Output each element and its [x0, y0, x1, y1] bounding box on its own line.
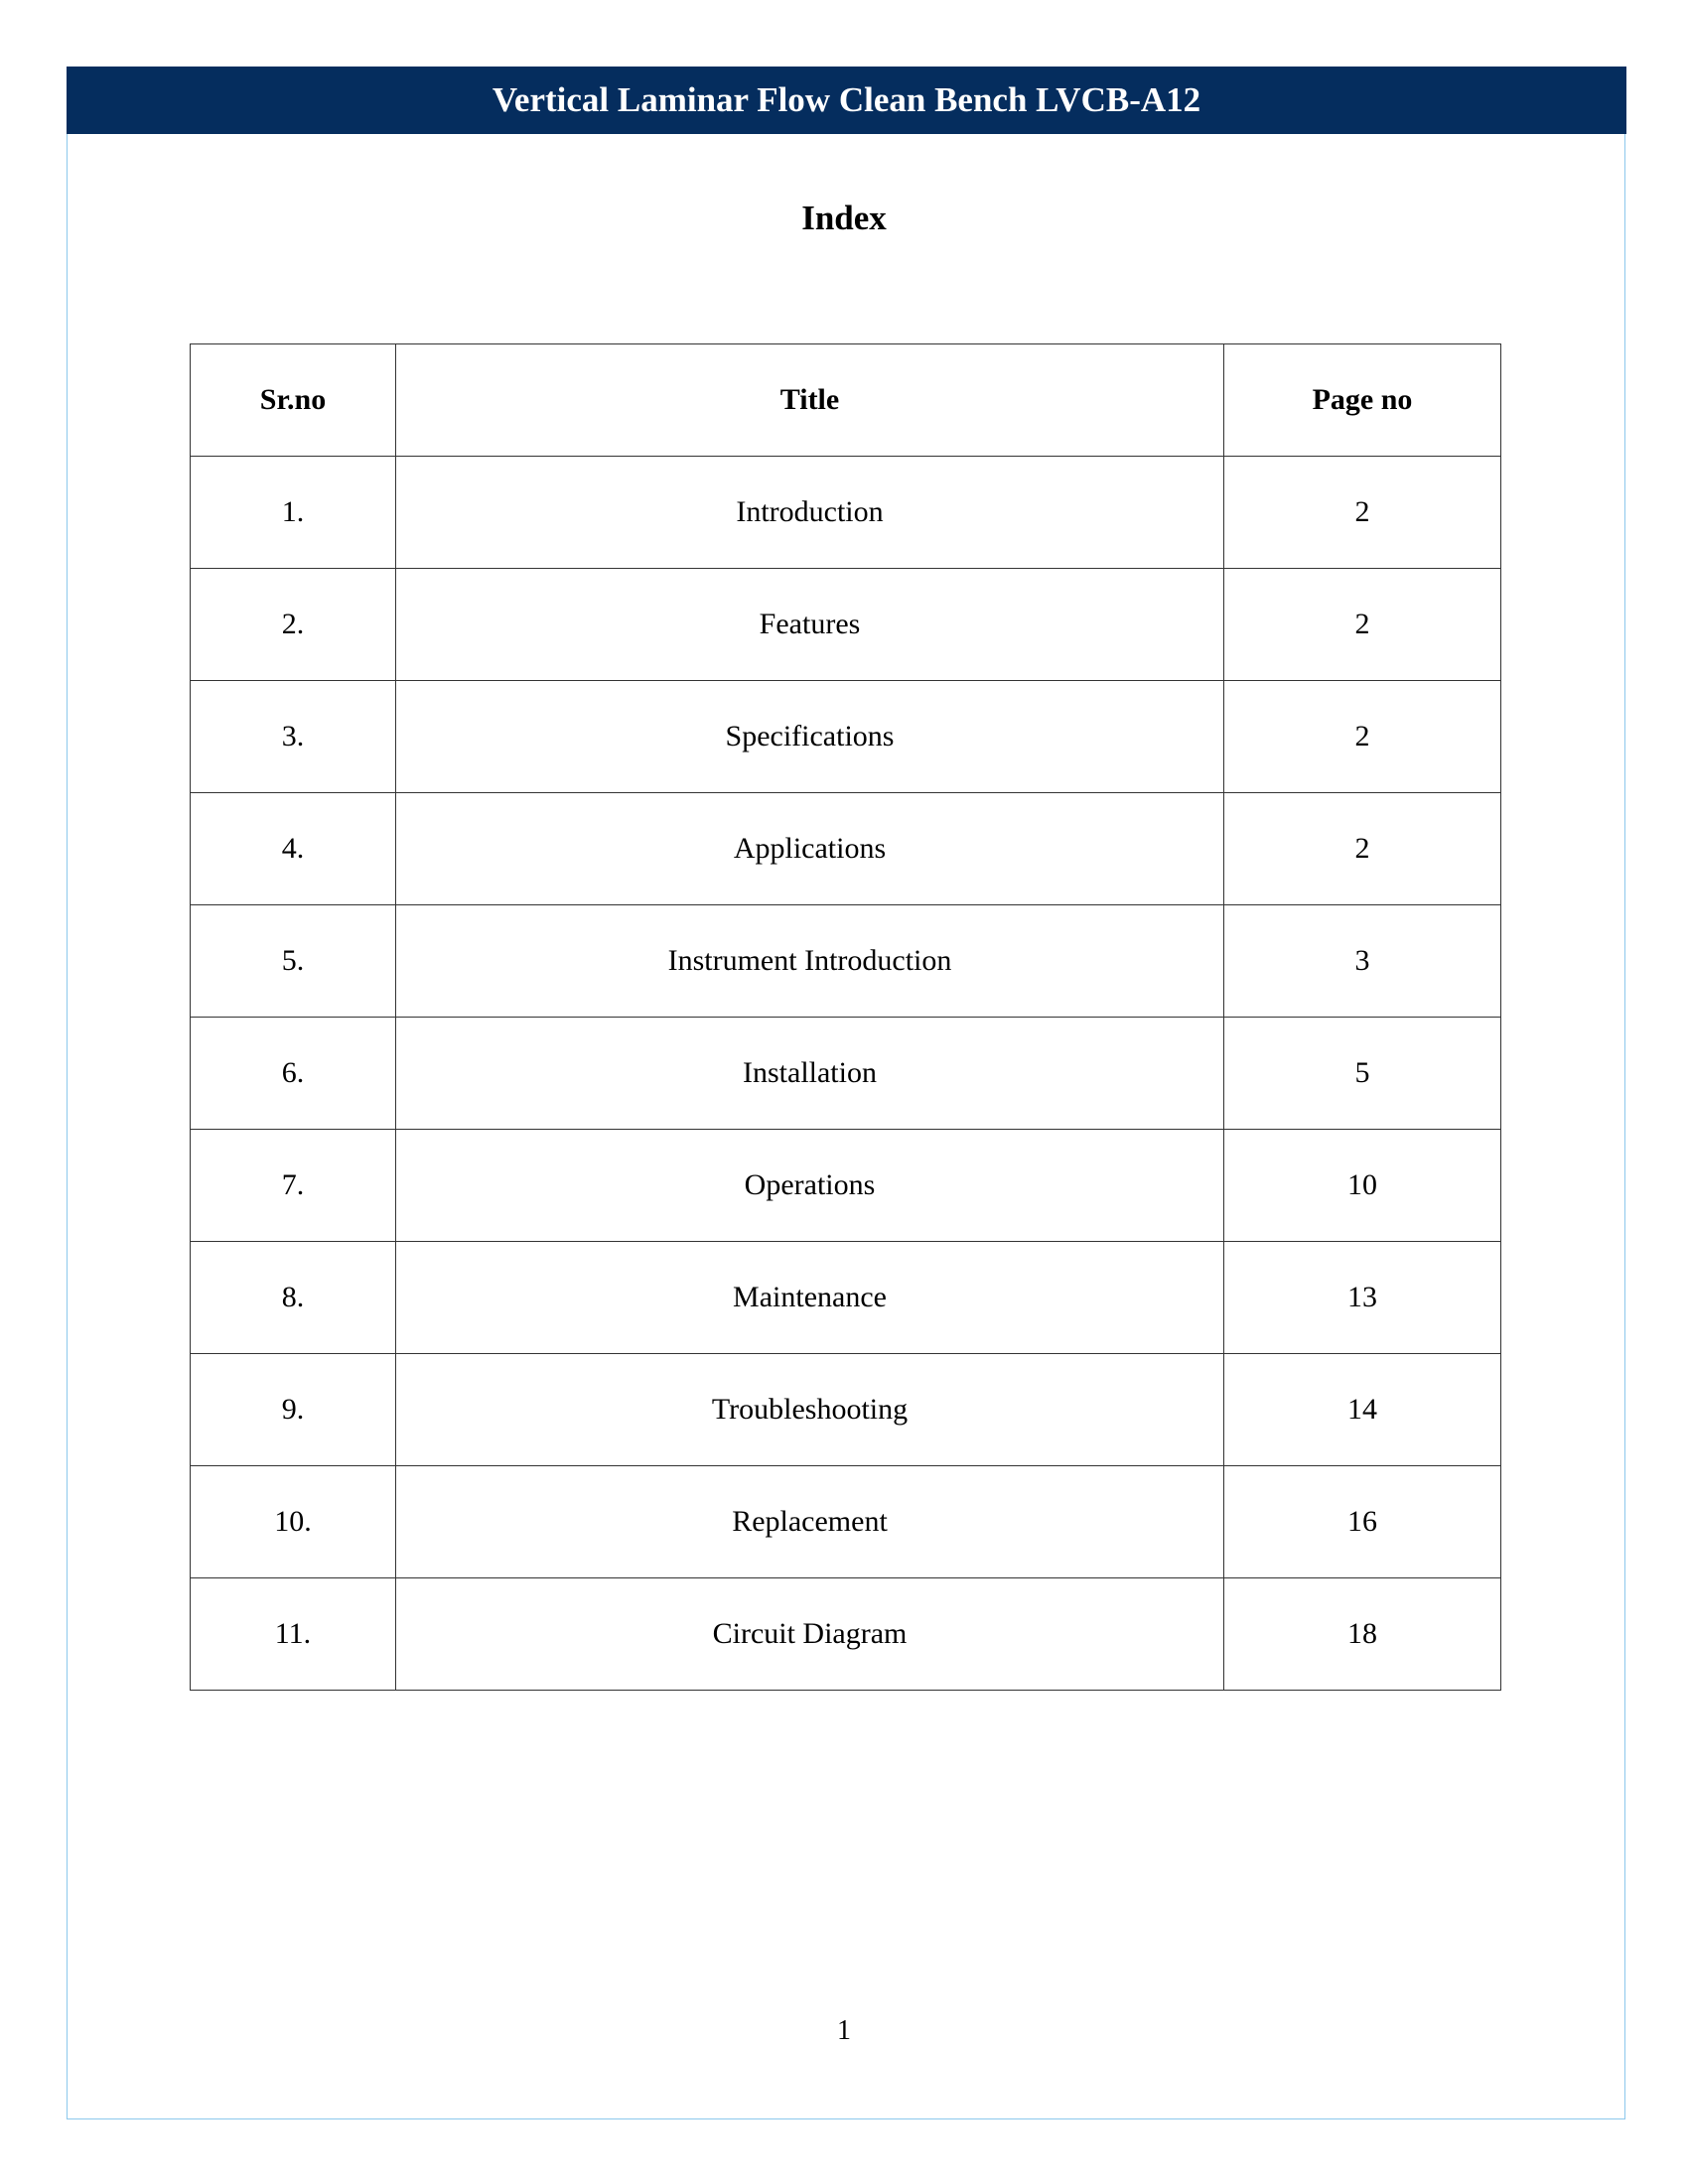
cell-page: 16: [1223, 1465, 1501, 1578]
cell-title: Troubleshooting: [395, 1353, 1224, 1466]
cell-title: Introduction: [395, 456, 1224, 569]
column-header-srno: Sr.no: [190, 343, 396, 457]
column-header-page: Page no: [1223, 343, 1501, 457]
table-row: 7. Operations 10: [190, 1129, 1501, 1242]
table-header-row: Sr.no Title Page no: [190, 343, 1501, 457]
cell-title: Operations: [395, 1129, 1224, 1242]
cell-title: Specifications: [395, 680, 1224, 793]
cell-srno: 2.: [190, 568, 396, 681]
cell-srno: 5.: [190, 904, 396, 1018]
cell-title: Replacement: [395, 1465, 1224, 1578]
cell-title: Installation: [395, 1017, 1224, 1130]
cell-title: Maintenance: [395, 1241, 1224, 1354]
page-number: 1: [837, 2015, 851, 2046]
cell-page: 2: [1223, 456, 1501, 569]
cell-page: 18: [1223, 1577, 1501, 1691]
cell-srno: 6.: [190, 1017, 396, 1130]
cell-page: 2: [1223, 568, 1501, 681]
index-table: Sr.no Title Page no 1. Introduction 2 2. Fea…: [190, 343, 1501, 1691]
cell-page: 14: [1223, 1353, 1501, 1466]
cell-page: 2: [1223, 680, 1501, 793]
header-title: Vertical Laminar Flow Clean Bench LVCB-A…: [492, 80, 1201, 119]
cell-srno: 8.: [190, 1241, 396, 1354]
cell-srno: 10.: [190, 1465, 396, 1578]
cell-page: 13: [1223, 1241, 1501, 1354]
cell-srno: 3.: [190, 680, 396, 793]
table-row: 10. Replacement 16: [190, 1465, 1501, 1578]
cell-page: 10: [1223, 1129, 1501, 1242]
cell-page: 2: [1223, 792, 1501, 905]
cell-title: Features: [395, 568, 1224, 681]
cell-title: Circuit Diagram: [395, 1577, 1224, 1691]
column-header-title: Title: [395, 343, 1224, 457]
table-row: 4. Applications 2: [190, 792, 1501, 905]
table-row: 3. Specifications 2: [190, 680, 1501, 793]
cell-srno: 9.: [190, 1353, 396, 1466]
cell-title: Applications: [395, 792, 1224, 905]
cell-srno: 1.: [190, 456, 396, 569]
cell-srno: 7.: [190, 1129, 396, 1242]
table-row: 5. Instrument Introduction 3: [190, 904, 1501, 1018]
cell-page: 5: [1223, 1017, 1501, 1130]
cell-srno: 4.: [190, 792, 396, 905]
cell-title: Instrument Introduction: [395, 904, 1224, 1018]
table-row: 6. Installation 5: [190, 1017, 1501, 1130]
index-heading: Index: [801, 199, 887, 237]
cell-srno: 11.: [190, 1577, 396, 1691]
cell-page: 3: [1223, 904, 1501, 1018]
table-row: 2. Features 2: [190, 568, 1501, 681]
table-row: 11. Circuit Diagram 18: [190, 1577, 1501, 1691]
document-header: Vertical Laminar Flow Clean Bench LVCB-A…: [67, 67, 1626, 134]
table-row: 8. Maintenance 13: [190, 1241, 1501, 1354]
table-row: 1. Introduction 2: [190, 456, 1501, 569]
table-row: 9. Troubleshooting 14: [190, 1353, 1501, 1466]
